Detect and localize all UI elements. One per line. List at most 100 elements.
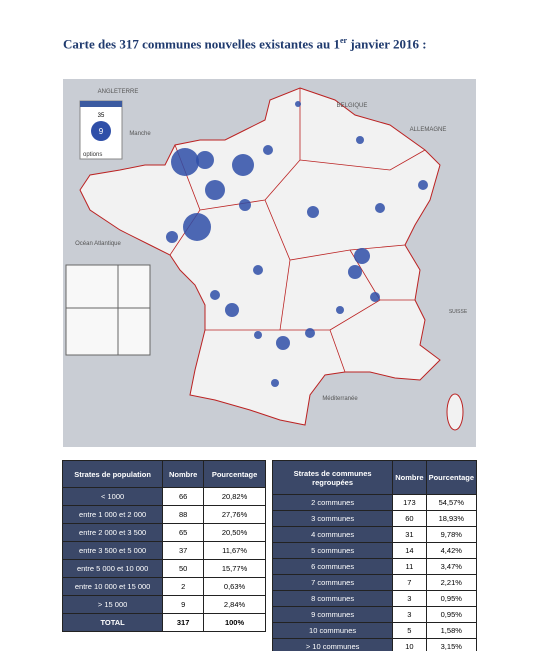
cell: entre 2 000 et 3 500 <box>61 523 164 542</box>
row: 4 communes 31 9,78% <box>271 526 478 543</box>
cell: 317 <box>162 613 205 632</box>
title-text: janvier 2016 : <box>347 36 427 52</box>
cell: 2 communes <box>271 494 394 511</box>
cell: 3,15% <box>425 638 478 651</box>
cell: 5 communes <box>271 542 394 559</box>
cell: 3 <box>392 590 427 607</box>
row: 6 communes 11 3,47% <box>271 558 478 575</box>
row: 5 communes 14 4,42% <box>271 542 478 559</box>
cell: 10 communes <box>271 622 394 639</box>
france <box>79 87 441 426</box>
row: entre 5 000 et 10 000 50 15,77% <box>61 559 266 578</box>
cell: 1,58% <box>425 622 478 639</box>
map-label: ALLEMAGNE <box>410 127 447 133</box>
row: 2 communes 173 54,57% <box>271 494 478 511</box>
map: ANGLETERRE BELGIQUE ALLEMAGNE Manche Océan A… <box>63 79 476 447</box>
cell: 66 <box>162 487 205 506</box>
widget-options: options <box>83 152 102 158</box>
widget-count: 35 <box>98 113 105 119</box>
row: 3 communes 60 18,93% <box>271 510 478 527</box>
map-label: BELGIQUE <box>337 103 368 109</box>
map-label: SUISSE <box>449 309 468 315</box>
cell: 2,21% <box>425 574 478 591</box>
cell: 88 <box>162 505 205 524</box>
cell: 5 <box>392 622 427 639</box>
row: > 15 000 9 2,84% <box>61 595 266 614</box>
regroupees-table: Strates de communes regroupées Nombre Pour… <box>271 460 478 651</box>
cell: 100% <box>203 613 266 632</box>
cell: 9 communes <box>271 606 394 623</box>
row: entre 3 500 et 5 000 37 11,67% <box>61 541 266 560</box>
cell: 65 <box>162 523 205 542</box>
cell: 31 <box>392 526 427 543</box>
map-label: ANGLETERRE <box>98 89 139 95</box>
header-row: Strates de population Nombre Pourcentage <box>61 460 266 488</box>
cell: < 1000 <box>61 487 164 506</box>
row: entre 10 000 et 15 000 2 0,63% <box>61 577 266 596</box>
cell: 14 <box>392 542 427 559</box>
cell: 60 <box>392 510 427 527</box>
map-widget <box>79 100 123 160</box>
cell: 7 communes <box>271 574 394 591</box>
cell: entre 3 500 et 5 000 <box>61 541 164 560</box>
cell: 3 <box>392 606 427 623</box>
title: Carte des 317 communes nouvelles existan… <box>63 36 427 52</box>
cell: 11,67% <box>203 541 266 560</box>
header-cell: Strates de population <box>61 460 164 488</box>
row: 8 communes 3 0,95% <box>271 590 478 607</box>
cell: 27,76% <box>203 505 266 524</box>
cell: 54,57% <box>425 494 478 511</box>
cell: 10 <box>392 638 427 651</box>
map-label: Océan Atlantique <box>75 241 121 247</box>
header-cell: Nombre <box>392 460 427 495</box>
header-cell: Nombre <box>162 460 205 488</box>
cell: 37 <box>162 541 205 560</box>
cell: > 15 000 <box>61 595 164 614</box>
cell: 0,63% <box>203 577 266 596</box>
cell: 7 <box>392 574 427 591</box>
population-table: Strates de population Nombre Pourcentage < … <box>61 460 266 632</box>
commune-bubbles <box>166 101 428 387</box>
cell: 2 <box>162 577 205 596</box>
cell: 6 communes <box>271 558 394 575</box>
cell: entre 10 000 et 15 000 <box>61 577 164 596</box>
row: > 10 communes 10 3,15% <box>271 638 478 651</box>
cell: 3,47% <box>425 558 478 575</box>
cell: 0,95% <box>425 606 478 623</box>
widget-value: 9 <box>99 127 104 136</box>
row: 7 communes 7 2,21% <box>271 574 478 591</box>
cell: TOTAL <box>61 613 164 632</box>
cell: 9 <box>162 595 205 614</box>
cell: 173 <box>392 494 427 511</box>
cell: entre 5 000 et 10 000 <box>61 559 164 578</box>
cell: 18,93% <box>425 510 478 527</box>
header-cell: Strates de communes regroupées <box>271 460 394 495</box>
row: < 1000 66 20,82% <box>61 487 266 506</box>
map-label: Manche <box>129 131 151 137</box>
cell: 8 communes <box>271 590 394 607</box>
cell: 4,42% <box>425 542 478 559</box>
row: TOTAL 317 100% <box>61 613 266 632</box>
cell: 0,95% <box>425 590 478 607</box>
row: entre 1 000 et 2 000 88 27,76% <box>61 505 266 524</box>
cell: 50 <box>162 559 205 578</box>
cell: 2,84% <box>203 595 266 614</box>
cell: 20,50% <box>203 523 266 542</box>
cell: entre 1 000 et 2 000 <box>61 505 164 524</box>
title-sup: er <box>339 36 348 45</box>
cell: 11 <box>392 558 427 575</box>
header-cell: Pourcentage <box>203 460 266 488</box>
row: entre 2 000 et 3 500 65 20,50% <box>61 523 266 542</box>
header-cell: Pourcentage <box>425 460 478 495</box>
map-label: Méditerranée <box>322 396 358 402</box>
corsica <box>446 393 464 431</box>
cell: 4 communes <box>271 526 394 543</box>
inset-box <box>65 264 151 356</box>
cell: 9,78% <box>425 526 478 543</box>
cell: > 10 communes <box>271 638 394 651</box>
row: 10 communes 5 1,58% <box>271 622 478 639</box>
cell: 20,82% <box>203 487 266 506</box>
cell: 15,77% <box>203 559 266 578</box>
cell: 3 communes <box>271 510 394 527</box>
